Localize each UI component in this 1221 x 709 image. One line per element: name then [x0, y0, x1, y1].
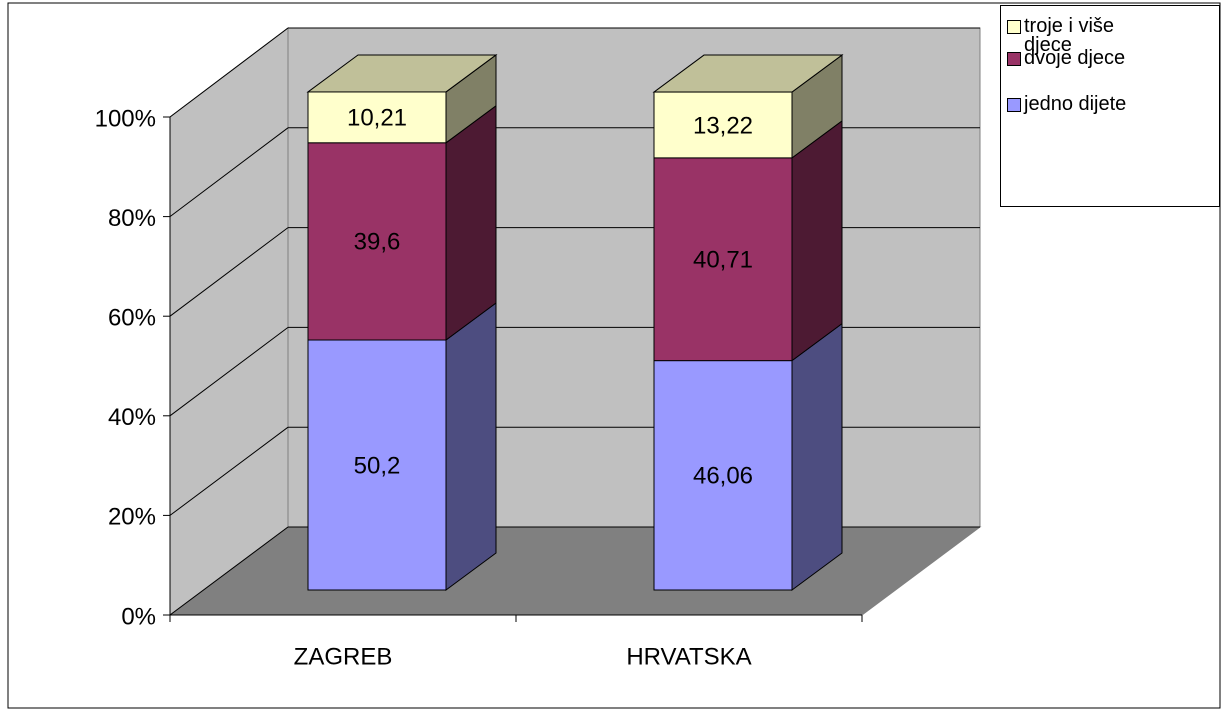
y-tick-label: 100% — [95, 105, 156, 132]
legend-swatch — [1007, 98, 1021, 112]
bar — [653, 91, 793, 159]
grid-line — [169, 27, 289, 118]
bar-side — [445, 302, 497, 591]
side-wall — [169, 26, 289, 616]
legend-swatch — [1007, 52, 1021, 66]
legend-item: troje i više djece — [1007, 15, 1167, 56]
legend-swatch — [1007, 20, 1021, 34]
floor — [168, 526, 982, 616]
bar — [307, 339, 447, 591]
y-tick-label: 20% — [108, 504, 156, 531]
grid-line — [169, 526, 289, 616]
x-tick-label: ZAGREB — [294, 643, 393, 670]
legend-label: troje i više djece — [1024, 15, 1115, 56]
bar — [653, 360, 793, 591]
grid-line — [169, 426, 289, 516]
y-tick-label: 0% — [121, 603, 156, 630]
data-label: 46,06 — [693, 463, 753, 490]
data-label: 50,2 — [354, 452, 401, 479]
bar — [653, 157, 793, 362]
bar-side — [445, 104, 497, 341]
legend-item: dvoje djece — [1007, 47, 1167, 69]
data-label: 10,21 — [347, 105, 407, 132]
bar — [307, 91, 447, 144]
chart-border — [7, 2, 1221, 709]
data-label: 13,22 — [693, 112, 753, 139]
grid-line — [169, 127, 289, 217]
legend: troje i više djece dvoje djece jedno dijet… — [1000, 5, 1220, 207]
bar-side — [791, 119, 843, 362]
grid-line — [169, 227, 289, 317]
legend-label: dvoje djece — [1024, 47, 1126, 69]
y-tick-label: 40% — [108, 404, 156, 431]
y-tick-label: 60% — [108, 305, 156, 332]
x-tick-label: HRVATSKA — [626, 643, 751, 670]
data-label: 39,6 — [354, 229, 401, 256]
legend-item: jedno dijete — [1007, 93, 1167, 115]
legend-label: jedno dijete — [1024, 93, 1127, 115]
data-label: 40,71 — [693, 247, 753, 274]
bar-side — [791, 322, 843, 591]
grid-line — [169, 326, 289, 417]
y-tick-label: 80% — [108, 205, 156, 232]
